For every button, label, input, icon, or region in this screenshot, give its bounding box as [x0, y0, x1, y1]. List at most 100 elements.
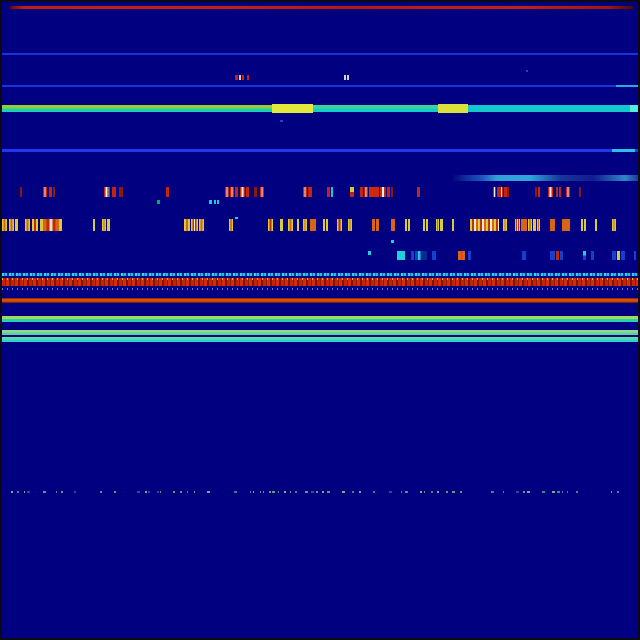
barcode-row-1-dash — [53, 187, 55, 197]
dotted-teal-row-dot — [250, 491, 251, 493]
small-marks-row-dash — [209, 200, 212, 204]
band-pale-green — [2, 330, 638, 335]
barcode-row-1-dash — [230, 187, 234, 197]
tiny-dot-c-dash — [235, 217, 238, 219]
barcode-row-2-dash — [288, 219, 293, 231]
dotted-teal-row-dot — [207, 491, 210, 493]
dotted-teal-row-dot — [278, 491, 279, 493]
barcode-row-2-dash — [405, 219, 407, 231]
tiny-dot-b — [2, 120, 638, 122]
dotted-teal-row-dot — [43, 491, 46, 493]
dotted-teal-row-dot — [234, 491, 237, 493]
dotted-teal-row-dot — [194, 491, 195, 493]
scattered-row-dash — [560, 251, 563, 260]
blue-line-c-dash — [612, 149, 635, 152]
red-tick-cluster — [2, 75, 638, 80]
red-striated-band-speckle — [2, 278, 638, 280]
blue-line-b-dash — [2, 85, 616, 87]
dotted-teal-row-dot — [148, 491, 150, 493]
barcode-row-1-dash — [235, 187, 238, 197]
dotted-teal-row — [4, 491, 636, 493]
dotted-teal-row-dot — [180, 491, 182, 493]
main-bright-band-dash — [468, 105, 630, 112]
barcode-row-1-dash — [308, 187, 312, 197]
red-tick-cluster-dash — [344, 75, 346, 80]
main-bright-band-dash — [438, 104, 468, 113]
barcode-row-2-dash — [107, 219, 110, 231]
scattered-row-dash — [415, 251, 418, 260]
scattered-row-dash — [634, 251, 636, 260]
blue-line-c — [2, 149, 638, 152]
barcode-row-2-dash — [581, 219, 583, 231]
dotted-teal-row-dot — [567, 491, 568, 493]
dotted-teal-row-dot — [187, 491, 188, 493]
barcode-row-1-dash — [49, 187, 52, 197]
tiny-dot-c — [2, 217, 638, 219]
dotted-teal-row-dot — [263, 491, 264, 493]
barcode-row-2-dash — [533, 219, 536, 231]
barcode-row-2-dash — [323, 219, 325, 231]
dotted-teal-row-dot — [24, 491, 25, 493]
tiny-dot-a — [2, 70, 638, 72]
barcode-row-1-dash — [240, 187, 245, 197]
band-pale-green-dash — [2, 330, 638, 335]
scattered-row-dash — [617, 251, 620, 260]
blue-line-b-dash — [616, 85, 638, 87]
right-blue-smear — [452, 175, 638, 181]
barcode-row-2-dash — [372, 219, 375, 231]
barcode-row-1-dash — [538, 187, 540, 197]
dotted-teal-row-dot — [322, 491, 324, 493]
main-bright-band-dash — [272, 104, 313, 113]
dotted-teal-row-dot — [253, 491, 254, 493]
dotted-teal-row-dot — [311, 491, 314, 493]
red-tick-cluster-dash — [242, 75, 244, 80]
barcode-row-1-dash — [331, 187, 333, 197]
barcode-row-1-dash — [566, 187, 570, 197]
dotted-teal-row-dot — [373, 491, 375, 493]
dotted-teal-row-dot — [491, 491, 494, 493]
barcode-row-2-dash — [229, 219, 233, 231]
barcode-row-1-dash — [43, 187, 47, 197]
scattered-row-dash — [418, 251, 427, 260]
barcode-row-2-dash — [2, 219, 7, 231]
dotted-teal-row-dot — [557, 491, 560, 493]
dotted-teal-row-dot — [389, 491, 392, 493]
dotted-teal-row-dot — [437, 491, 439, 493]
barcode-row-2-dash — [93, 219, 95, 231]
barcode-row-2-dash — [191, 219, 198, 231]
barcode-row-1-dash — [112, 187, 116, 197]
barcode-row-2-dash — [440, 219, 443, 231]
blue-line-a-dash — [2, 53, 638, 55]
dotted-teal-row-dot — [74, 491, 76, 493]
dotted-teal-row-dot — [562, 491, 563, 493]
barcode-row-1-dash — [350, 187, 354, 197]
barcode-row-1-dash — [104, 187, 110, 197]
red-tick-cluster-dash — [235, 75, 238, 80]
dotted-teal-row-dot — [327, 491, 330, 493]
barcode-row-1-dash — [500, 187, 503, 197]
dotted-teal-row-dot — [305, 491, 308, 493]
dotted-teal-row-dot — [11, 491, 13, 493]
barcode-row-2-dash — [612, 219, 616, 231]
blue-line-b — [2, 85, 638, 87]
dotted-teal-row-dot — [272, 491, 275, 493]
band-green-cyan-dash — [2, 316, 638, 322]
scattered-row-dash — [432, 251, 436, 260]
dotted-blue-line — [2, 288, 638, 290]
dotted-teal-row-dot — [157, 491, 159, 493]
dotted-teal-row-dot — [405, 491, 408, 493]
scattered-row-dash — [550, 251, 555, 260]
barcode-row-1-dash — [119, 187, 123, 197]
dotted-teal-row-dot — [420, 491, 422, 493]
dotted-teal-row-dot — [401, 491, 402, 493]
dotted-teal-row-dot — [173, 491, 175, 493]
dotted-teal-row-dot — [260, 491, 261, 493]
scattered-row-dash — [411, 251, 414, 260]
tiny-dot-a-dash — [526, 70, 528, 72]
barcode-row-2-dash — [426, 219, 428, 231]
main-bright-band-dash — [2, 105, 272, 112]
dotted-teal-row-dot — [342, 491, 345, 493]
dotted-teal-row-dot — [611, 491, 612, 493]
dotted-teal-row-dot — [137, 491, 140, 493]
dotted-teal-row-dot — [295, 491, 297, 493]
